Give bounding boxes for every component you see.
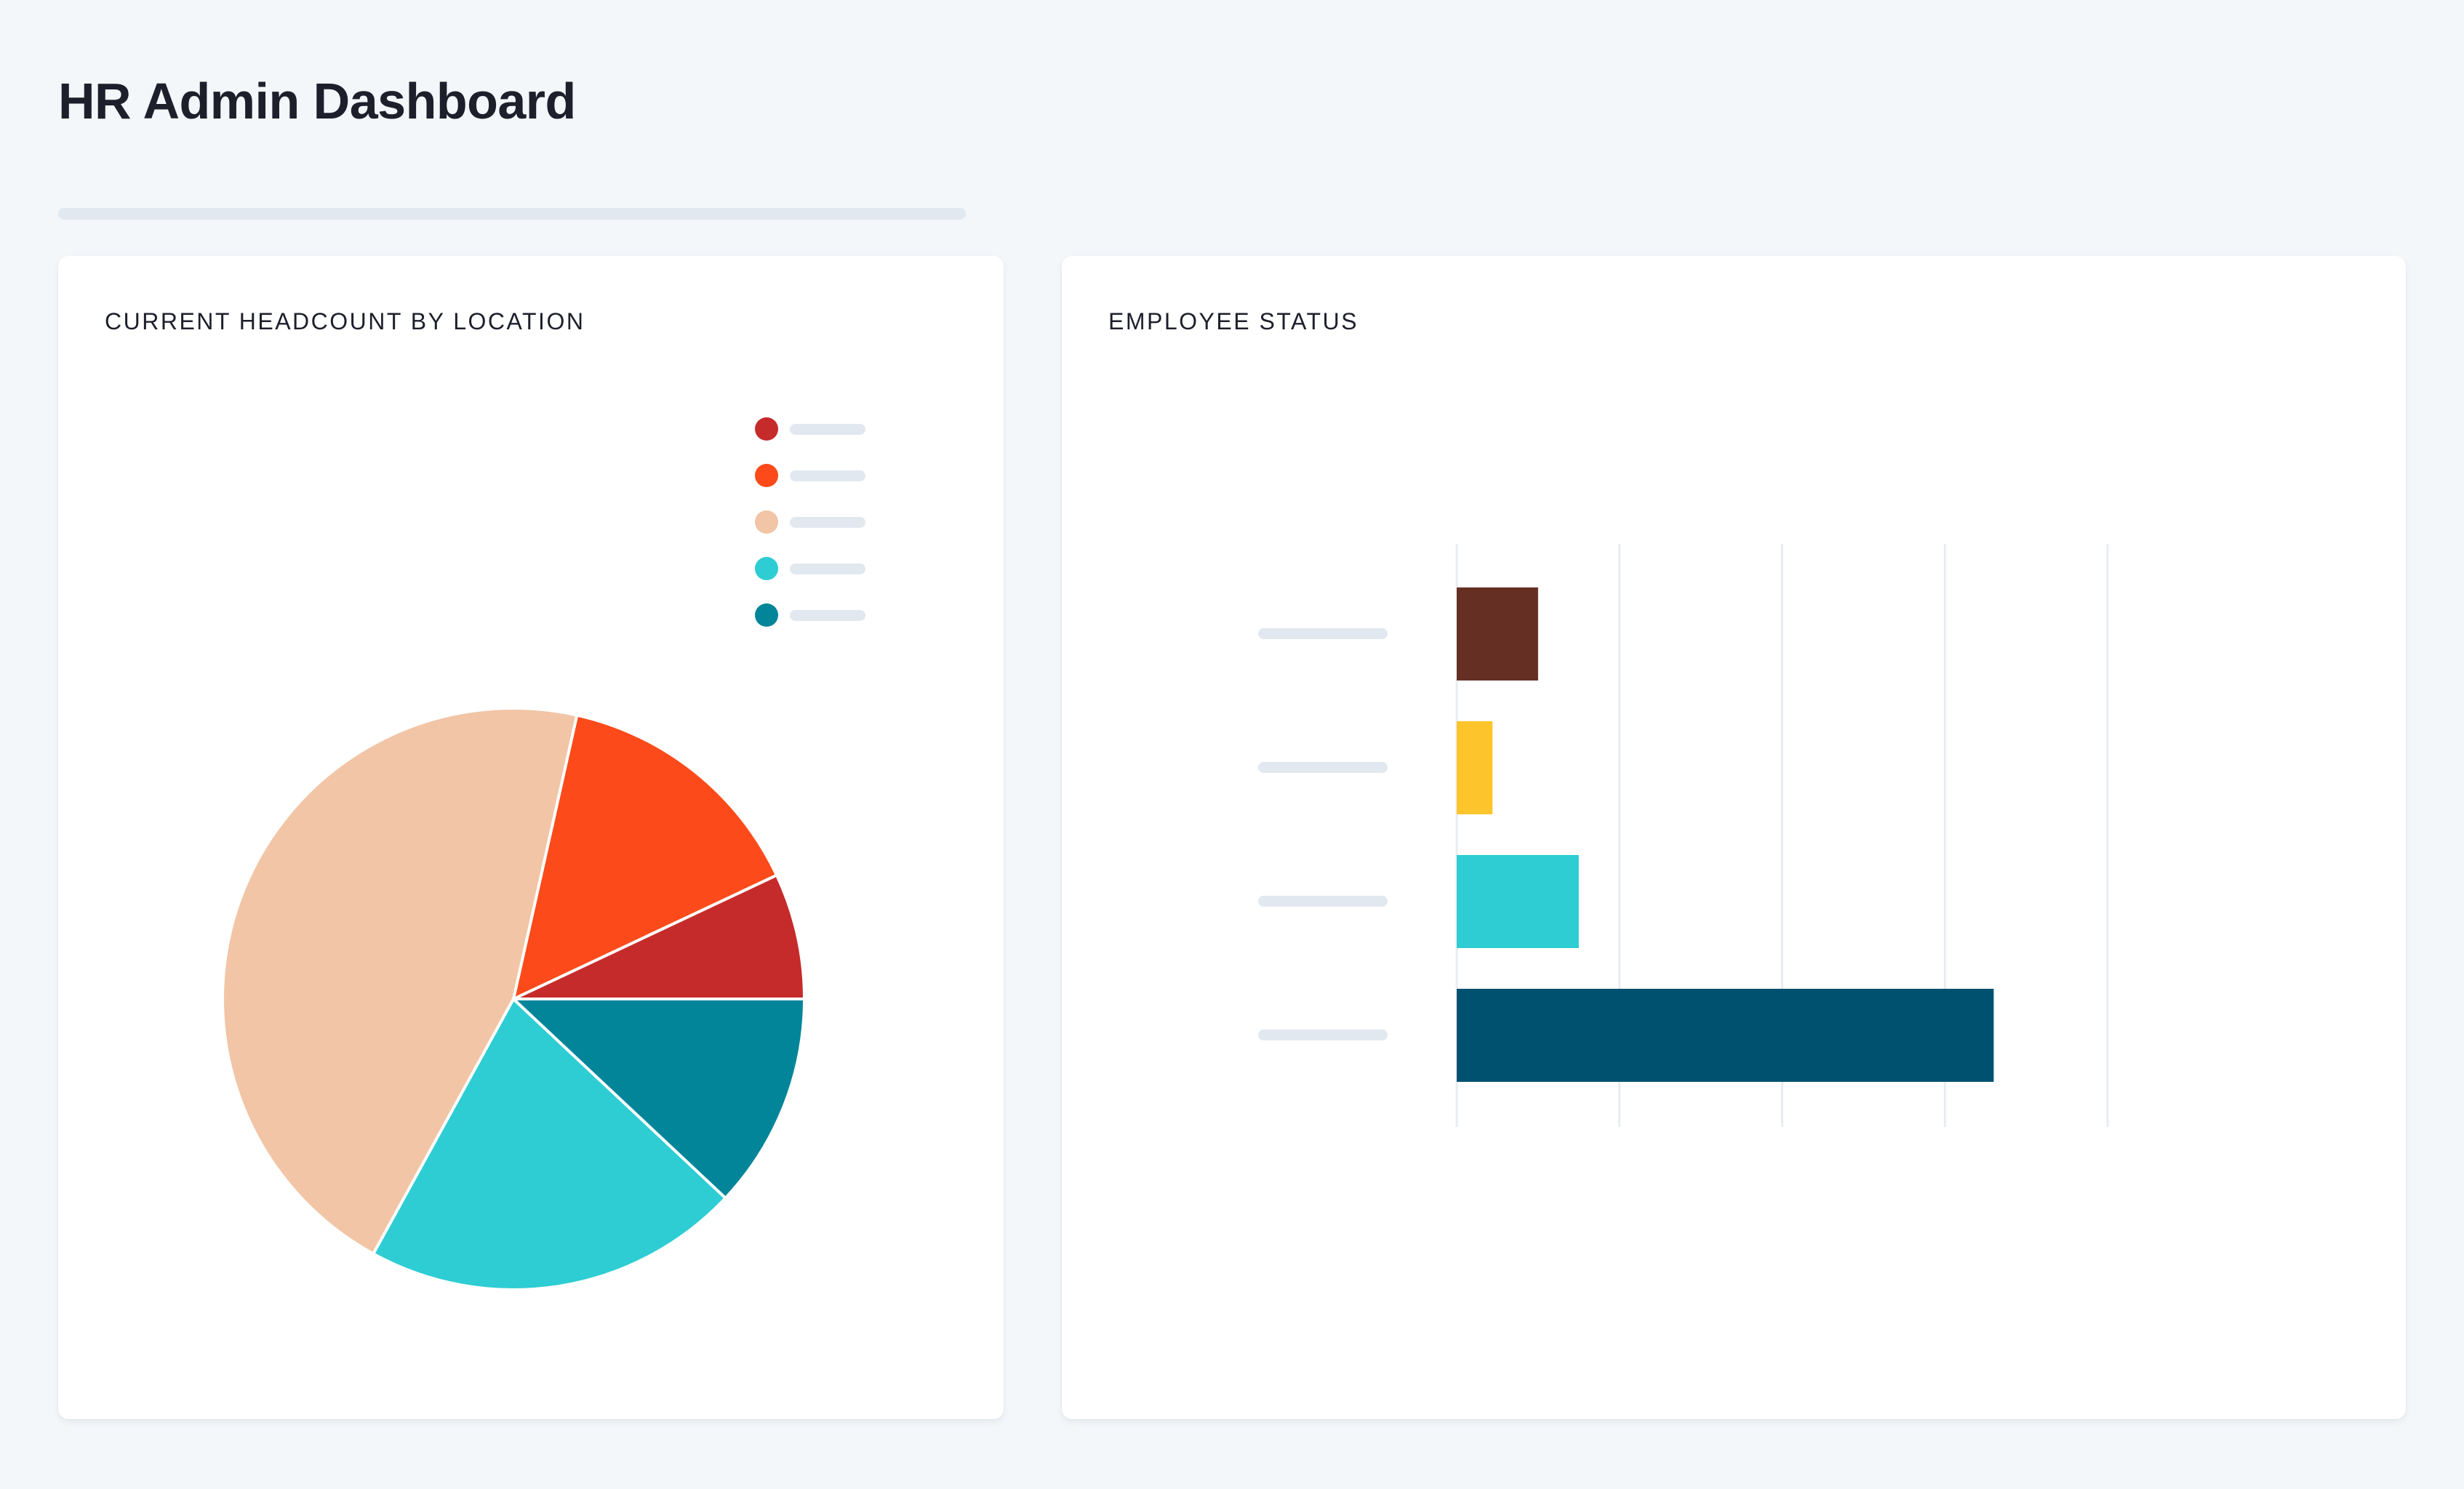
status-card-title: EMPLOYEE STATUS <box>1108 308 1359 334</box>
page-title: HR Admin Dashboard <box>58 73 576 129</box>
legend-color-dot <box>755 464 778 487</box>
legend-item[interactable] <box>755 592 865 638</box>
headcount-card-title: CURRENT HEADCOUNT BY LOCATION <box>105 308 585 334</box>
legend-label-placeholder <box>790 563 865 574</box>
pie-slice[interactable] <box>372 998 727 1291</box>
bar-category-label-placeholder <box>1258 1030 1388 1040</box>
legend-item[interactable] <box>755 452 865 499</box>
pie-slice[interactable] <box>512 713 778 1000</box>
employee-status-card: EMPLOYEE STATUS <box>1062 256 2406 1419</box>
headcount-pie-chart <box>221 707 806 1291</box>
legend-label-placeholder <box>790 516 865 528</box>
employee-status-bar-chart <box>1258 544 2109 1127</box>
bar[interactable] <box>1457 855 1579 948</box>
legend-label-placeholder <box>790 609 865 621</box>
filter-bar-placeholder <box>58 208 966 220</box>
headcount-by-location-card: CURRENT HEADCOUNT BY LOCATION <box>58 256 1004 1419</box>
bar-category-label-placeholder <box>1258 896 1388 907</box>
legend-color-dot <box>755 510 778 534</box>
legend-item[interactable] <box>755 545 865 592</box>
legend-color-dot <box>755 603 778 627</box>
legend-item[interactable] <box>755 499 865 545</box>
pie-slice[interactable] <box>512 873 806 1000</box>
bar[interactable] <box>1457 989 1994 1082</box>
bar-category-label-placeholder <box>1258 762 1388 773</box>
pie-slice[interactable] <box>221 707 579 1256</box>
pie-slice[interactable] <box>512 998 806 1200</box>
bar[interactable] <box>1457 587 1538 681</box>
legend-label-placeholder <box>790 423 865 435</box>
bar[interactable] <box>1457 721 1493 814</box>
legend-item[interactable] <box>755 406 865 452</box>
legend-color-dot <box>755 417 778 441</box>
pie-legend <box>755 406 865 638</box>
legend-color-dot <box>755 557 778 580</box>
legend-label-placeholder <box>790 470 865 481</box>
bar-category-label-placeholder <box>1258 628 1388 639</box>
